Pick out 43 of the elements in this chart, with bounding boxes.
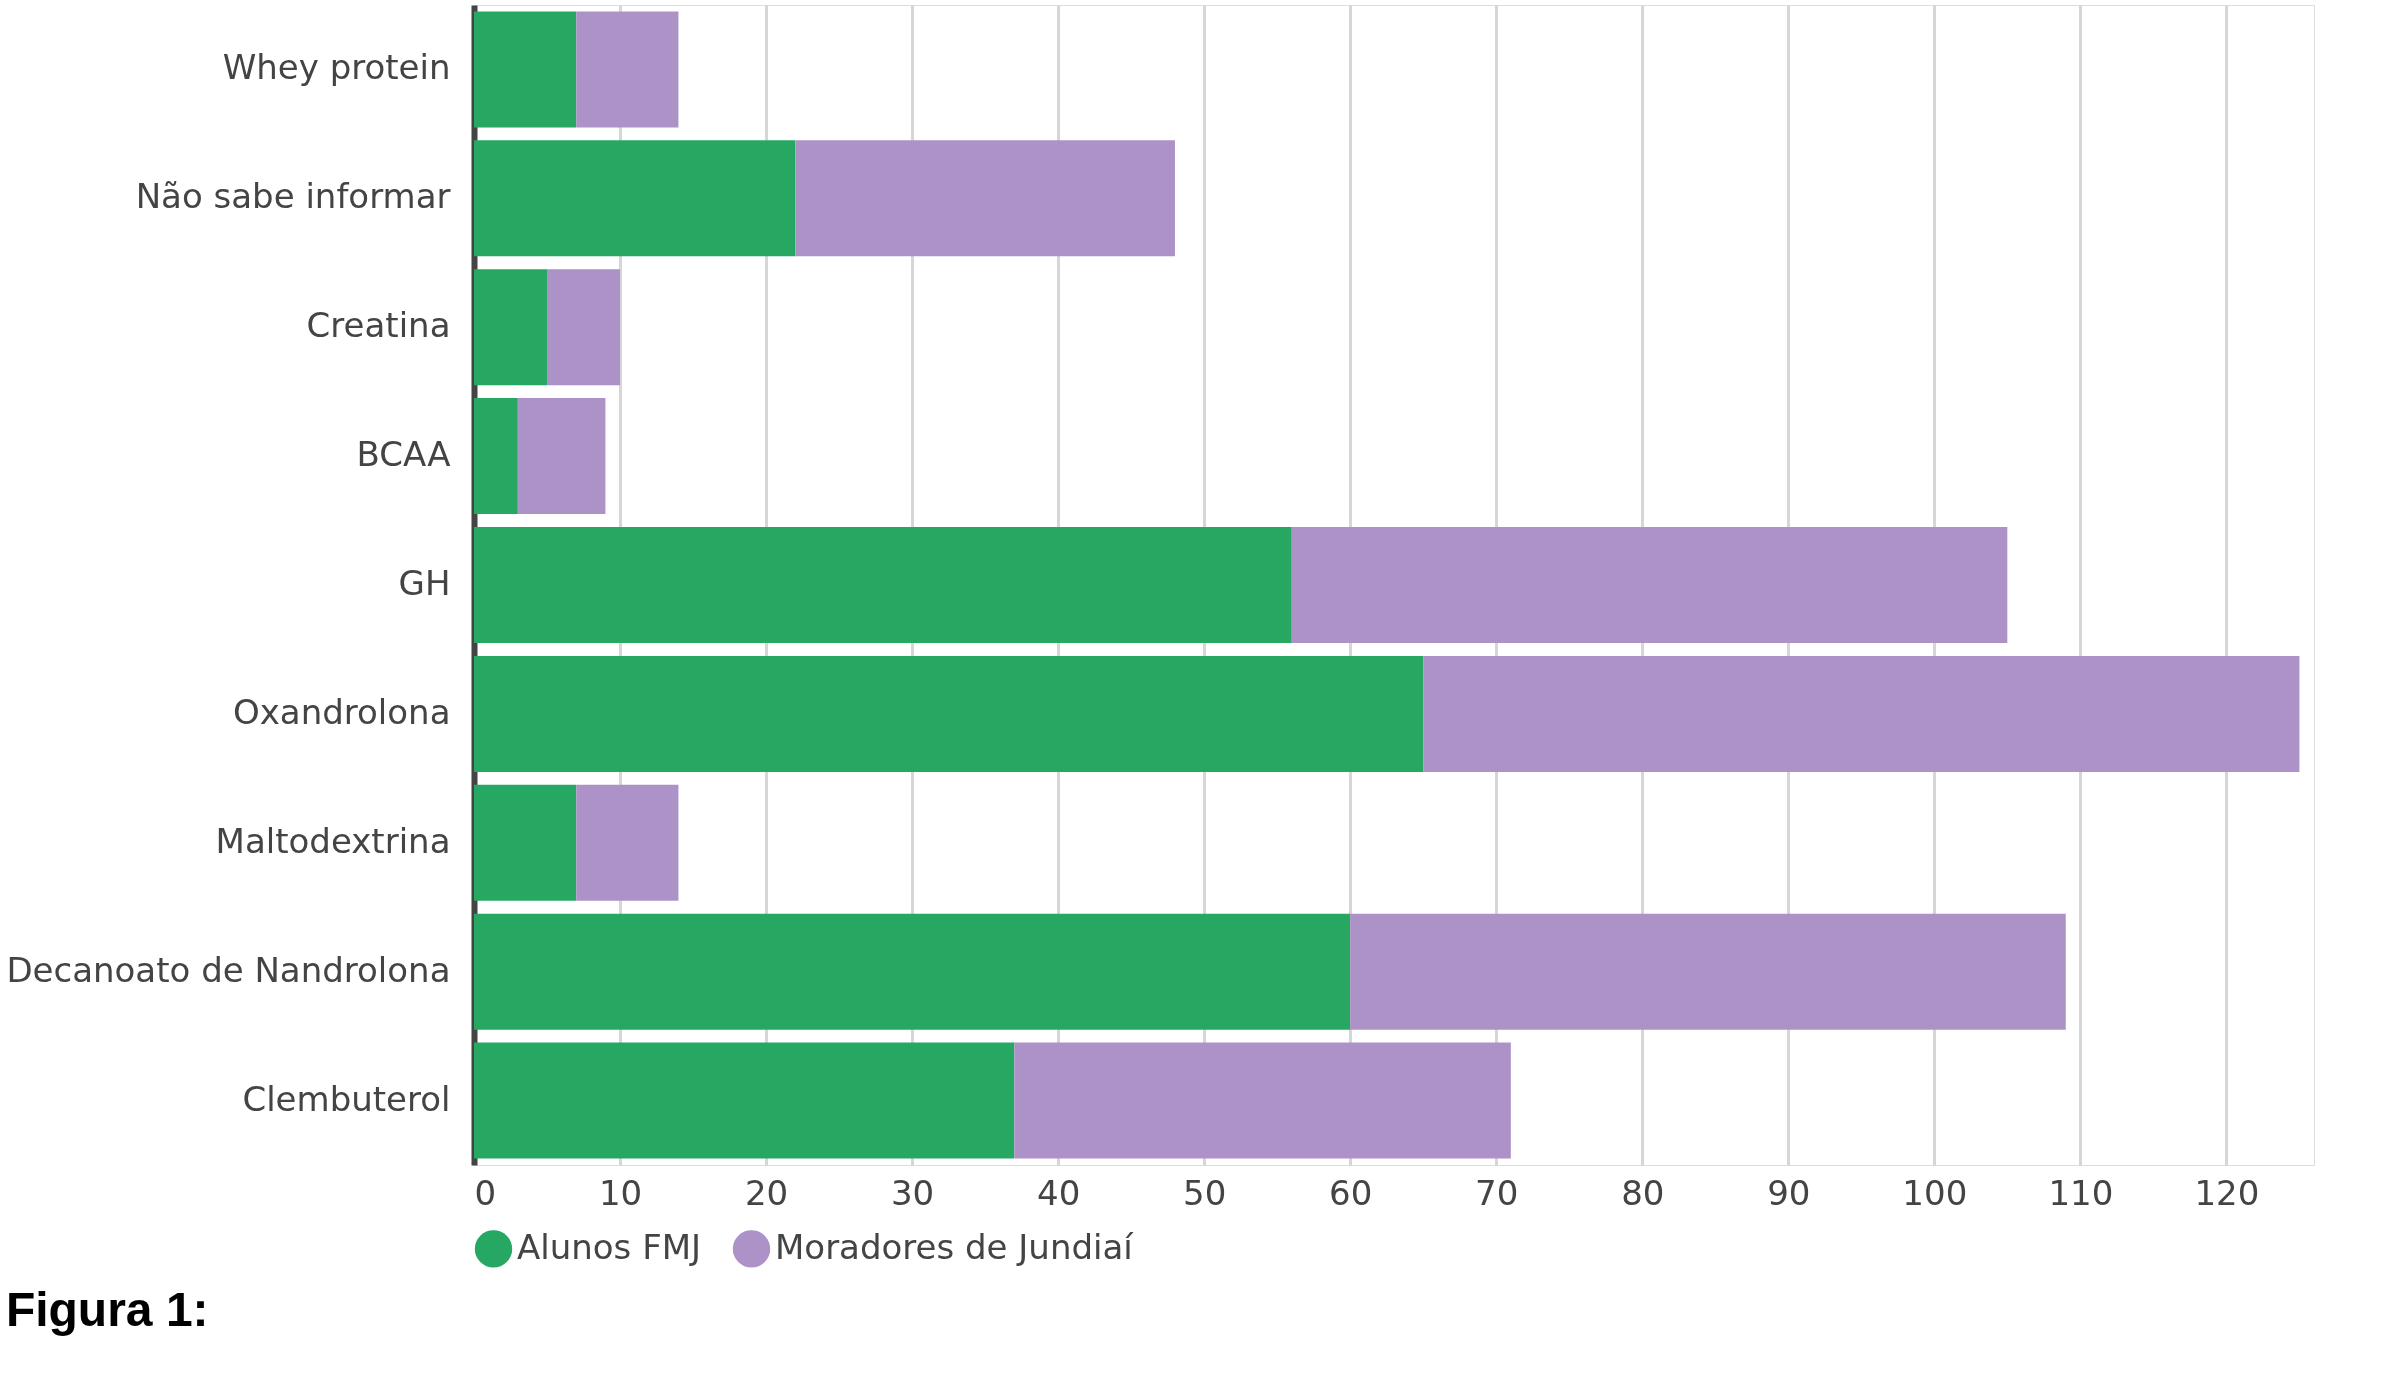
bar bbox=[1350, 913, 2066, 1030]
y-tick-label: BCAA bbox=[356, 434, 451, 475]
bar bbox=[795, 140, 1175, 257]
x-tick-label: 10 bbox=[598, 1172, 643, 1213]
bar bbox=[474, 784, 577, 901]
bar bbox=[474, 655, 1424, 772]
x-tick-label: 110 bbox=[2048, 1172, 2114, 1213]
bar bbox=[474, 1042, 1015, 1159]
y-tick-label: Não sabe informar bbox=[135, 176, 451, 217]
bar bbox=[517, 398, 606, 515]
legend-label: Alunos FMJ bbox=[517, 1226, 702, 1267]
bar bbox=[1423, 655, 2300, 772]
text: Figura 1: bbox=[5, 1283, 209, 1336]
bar bbox=[547, 269, 621, 386]
x-tick-label: 40 bbox=[1036, 1172, 1081, 1213]
y-tick-label: Whey protein bbox=[222, 47, 451, 88]
bar bbox=[474, 527, 1292, 643]
x-tick-label: 60 bbox=[1329, 1172, 1373, 1213]
x-tick-label: 80 bbox=[1621, 1172, 1665, 1213]
bar bbox=[474, 398, 518, 515]
bar bbox=[576, 11, 679, 128]
bar bbox=[474, 140, 796, 257]
x-tick-label: 50 bbox=[1183, 1172, 1227, 1213]
bar bbox=[474, 269, 548, 386]
legend-label: Moradores de Jundiaí bbox=[775, 1226, 1135, 1267]
bar bbox=[1291, 527, 2008, 643]
y-tick-label: GH bbox=[398, 563, 451, 603]
bar bbox=[1014, 1042, 1511, 1159]
bar bbox=[576, 784, 679, 901]
x-tick-label: 120 bbox=[2194, 1172, 2260, 1213]
y-tick-label: Maltodextrina bbox=[215, 820, 451, 861]
x-tick-label: 0 bbox=[474, 1172, 497, 1213]
bar bbox=[474, 11, 577, 128]
y-tick-label: Decanoato de Nandrolona bbox=[6, 949, 451, 990]
x-tick-label: 100 bbox=[1902, 1172, 1968, 1213]
x-tick-label: 30 bbox=[890, 1172, 935, 1213]
x-tick-label: 90 bbox=[1767, 1172, 1811, 1213]
y-tick-label: Clembuterol bbox=[242, 1078, 451, 1119]
y-tick-label: Oxandrolona bbox=[232, 691, 451, 732]
x-tick-label: 70 bbox=[1475, 1172, 1519, 1213]
y-tick-label: Creatina bbox=[306, 305, 451, 346]
bar bbox=[474, 913, 1351, 1030]
x-tick-label: 20 bbox=[744, 1172, 789, 1213]
